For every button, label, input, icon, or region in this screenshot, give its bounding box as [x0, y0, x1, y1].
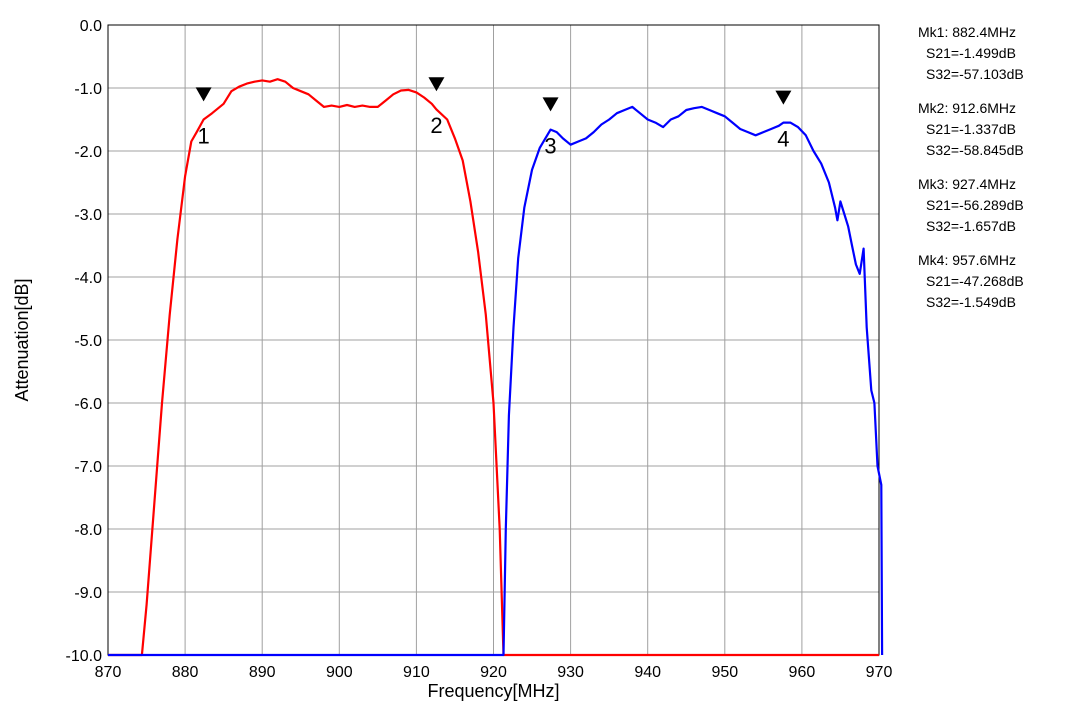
marker-readout-title: Mk4: 957.6MHz — [918, 252, 1017, 268]
marker-readout-s21: S21=-1.337dB — [926, 121, 1016, 137]
marker-readout-panel: Mk1: 882.4MHz S21=-1.499dB S32=-57.103dB… — [918, 22, 1068, 326]
x-tick-label: 910 — [403, 664, 430, 681]
marker-readout-s32: S32=-57.103dB — [926, 66, 1024, 82]
x-tick-label: 880 — [172, 664, 199, 681]
marker-label-2: 2 — [430, 113, 442, 138]
x-tick-label: 970 — [866, 664, 893, 681]
x-tick-label: 930 — [557, 664, 584, 681]
marker-label-1: 1 — [197, 123, 209, 148]
marker-layer: 1 2 3 4 — [195, 77, 792, 158]
marker-readout-title: Mk3: 927.4MHz — [918, 176, 1017, 192]
y-tick-label: -3.0 — [74, 207, 102, 224]
y-tick-label: -7.0 — [74, 459, 102, 476]
x-tick-label: 900 — [326, 664, 353, 681]
marker-readout-mk2: Mk2: 912.6MHz S21=-1.337dB S32=-58.845dB — [918, 98, 1068, 161]
marker-readout-s32: S32=-58.845dB — [926, 142, 1024, 158]
x-tick-label: 960 — [789, 664, 816, 681]
y-tick-label: -6.0 — [74, 396, 102, 413]
y-tick-label: -5.0 — [74, 333, 102, 350]
x-tick-label: 870 — [95, 664, 122, 681]
marker-readout-mk4: Mk4: 957.6MHz S21=-47.268dB S32=-1.549dB — [918, 250, 1068, 313]
grid — [107, 24, 880, 656]
y-axis-title: Attenuation[dB] — [12, 278, 32, 401]
marker-label-3: 3 — [544, 133, 556, 158]
y-tick-label: -9.0 — [74, 585, 102, 602]
marker-readout-s21: S21=-1.499dB — [926, 45, 1016, 61]
marker-triangle-1 — [195, 87, 212, 102]
marker-readout-mk1: Mk1: 882.4MHz S21=-1.499dB S32=-57.103dB — [918, 22, 1068, 85]
series-layer — [108, 78, 884, 657]
x-tick-label: 920 — [480, 664, 507, 681]
marker-readout-s21: S21=-56.289dB — [926, 197, 1024, 213]
x-tick-label: 890 — [249, 664, 276, 681]
y-tick-label: -2.0 — [74, 144, 102, 161]
marker-readout-title: Mk1: 882.4MHz — [918, 24, 1017, 40]
marker-triangle-4 — [775, 90, 792, 105]
y-tick-label: -8.0 — [74, 522, 102, 539]
y-tick-label: -10.0 — [66, 648, 103, 665]
marker-readout-s32: S32=-1.657dB — [926, 218, 1016, 234]
marker-readout-s32: S32=-1.549dB — [926, 294, 1016, 310]
x-tick-label: 940 — [634, 664, 661, 681]
marker-readout-s21: S21=-47.268dB — [926, 273, 1024, 289]
x-tick-label: 950 — [711, 664, 738, 681]
y-tick-label: -1.0 — [74, 81, 102, 98]
series-line-1 — [108, 78, 879, 657]
marker-triangle-2 — [428, 77, 445, 92]
tick-layer: 870 880 890 900 910 920 930 940 950 960 970 0.0 -1.0… — [66, 18, 893, 681]
series-line-2 — [108, 105, 884, 657]
marker-readout-mk3: Mk3: 927.4MHz S21=-56.289dB S32=-1.657dB — [918, 174, 1068, 237]
marker-label-4: 4 — [777, 127, 789, 152]
marker-readout-title: Mk2: 912.6MHz — [918, 100, 1017, 116]
x-axis-title: Frequency[MHz] — [427, 681, 559, 701]
y-tick-label: -4.0 — [74, 270, 102, 287]
y-tick-label: 0.0 — [80, 18, 102, 35]
marker-triangle-3 — [542, 97, 559, 112]
